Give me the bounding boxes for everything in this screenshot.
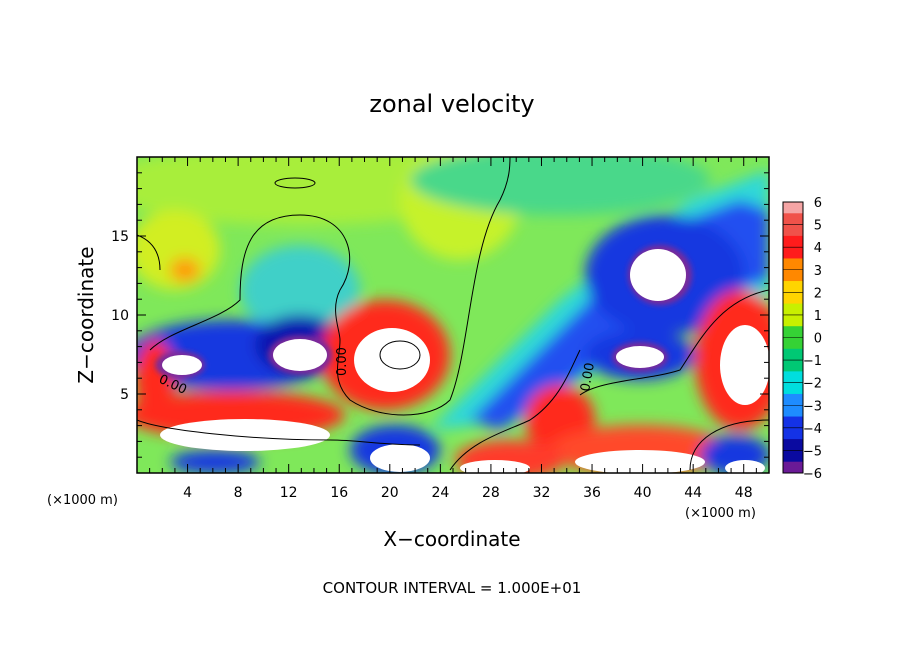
colorbar-swatch xyxy=(783,224,803,237)
y-tick-label: 10 xyxy=(111,308,129,324)
colorbar-swatch xyxy=(783,269,803,282)
x-unit-label: (×1000 m) xyxy=(685,506,756,521)
colorbar-swatch xyxy=(783,337,803,350)
colorbar-label: 1 xyxy=(814,309,822,324)
colorbar-swatch xyxy=(783,258,803,271)
colorbar-swatch xyxy=(783,416,803,429)
colorbar-swatch xyxy=(783,247,803,259)
x-axis-ticks: 4 8 12 16 20 24 28 32 36 40 44 48 xyxy=(149,157,757,501)
colorbar-swatch xyxy=(783,393,803,406)
y-axis-label: Z−coordinate xyxy=(74,246,98,383)
colorbar-label: −5 xyxy=(803,444,822,459)
x-tick-label: 24 xyxy=(431,485,449,501)
colorbar-label: 4 xyxy=(814,241,822,256)
contour-label-2: 0.00 xyxy=(578,362,598,393)
colorbar-swatch xyxy=(783,461,803,474)
x-tick-label: 36 xyxy=(583,485,601,501)
colorbar-swatch xyxy=(783,292,803,305)
colorbar-label: 5 xyxy=(814,219,822,234)
colorbar-label: 0 xyxy=(814,332,822,347)
y-tick-label: 15 xyxy=(111,229,129,245)
x-axis-label: X−coordinate xyxy=(383,527,520,551)
y-axis-ticks: 5 10 15 xyxy=(111,172,769,458)
x-tick-label: 28 xyxy=(482,485,500,501)
x-tick-label: 4 xyxy=(183,485,192,501)
colorbar-swatch xyxy=(783,450,803,463)
colorbar-swatch xyxy=(783,281,803,293)
z-unit-label: (×1000 m) xyxy=(47,493,118,508)
colorbar-label: 6 xyxy=(814,196,822,211)
colorbar-swatch xyxy=(783,427,803,440)
y-tick-label: 5 xyxy=(120,387,129,403)
colorbar-swatch xyxy=(783,213,803,226)
colorbar-swatch xyxy=(783,371,803,384)
colorbar-swatch xyxy=(783,360,803,372)
colorbar-swatch xyxy=(783,348,803,361)
velocity-field xyxy=(137,157,769,473)
chart-title: zonal velocity xyxy=(369,90,534,118)
colorbar-label: −1 xyxy=(803,354,822,369)
colorbar-swatch xyxy=(783,382,803,395)
contour-interval-note: CONTOUR INTERVAL = 1.000E+01 xyxy=(323,579,582,597)
colorbar-label: −4 xyxy=(803,422,822,437)
colorbar-swatch xyxy=(783,303,803,316)
x-tick-label: 48 xyxy=(735,485,753,501)
colorbar-swatch xyxy=(783,439,803,451)
colorbar-label: −2 xyxy=(803,377,822,392)
colorbar-label: −3 xyxy=(803,399,822,414)
x-tick-label: 12 xyxy=(280,485,298,501)
x-tick-label: 32 xyxy=(533,485,551,501)
x-tick-label: 40 xyxy=(634,485,652,501)
colorbar: 6 5 4 3 2 1 0 −1 −2 −3 −4 −5 −6 xyxy=(782,196,822,482)
x-tick-label: 20 xyxy=(381,485,399,501)
colorbar-swatch xyxy=(783,405,803,418)
colorbar-swatch xyxy=(783,202,803,214)
x-tick-label: 16 xyxy=(330,485,348,501)
colorbar-label: 3 xyxy=(814,264,822,279)
colorbar-swatch xyxy=(783,314,803,327)
colorbar-swatch xyxy=(783,326,803,338)
contour-label-1: 0.00 xyxy=(335,347,350,376)
x-tick-label: 8 xyxy=(234,485,243,501)
x-tick-label: 44 xyxy=(684,485,702,501)
colorbar-swatch xyxy=(783,235,803,248)
colorbar-label: 2 xyxy=(814,286,822,301)
colorbar-label: −6 xyxy=(803,467,822,482)
